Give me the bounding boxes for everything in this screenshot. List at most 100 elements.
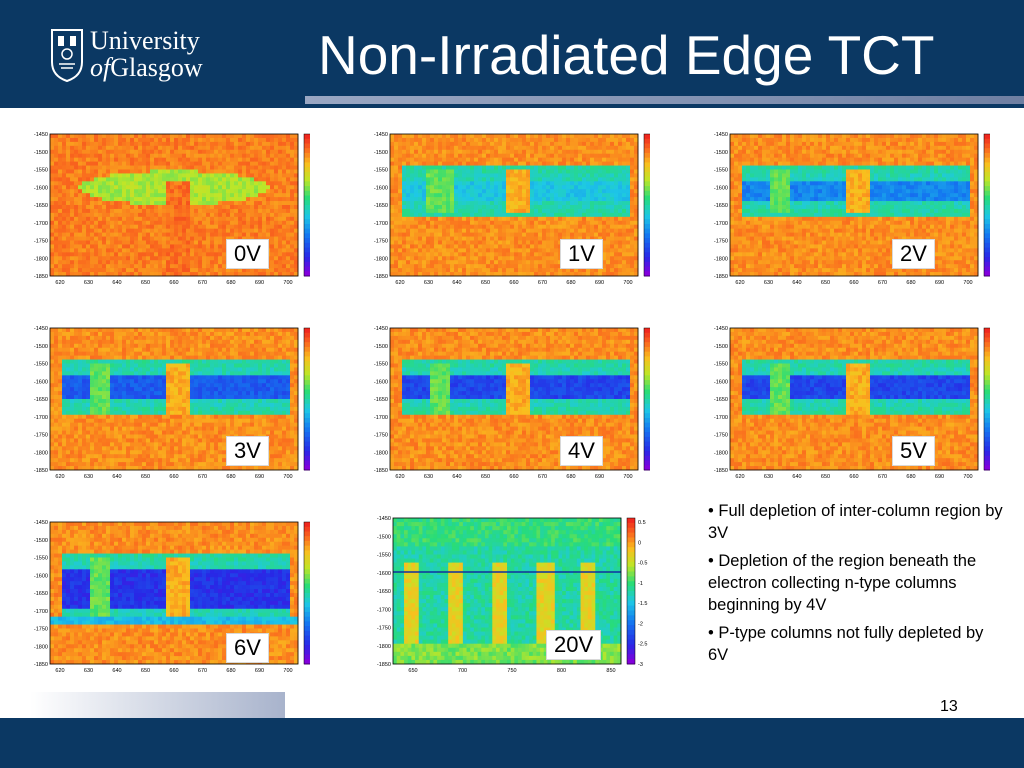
y-tick-label: -1700 bbox=[714, 221, 728, 227]
y-tick-label: -1750 bbox=[34, 433, 48, 439]
y-tick-label: -1800 bbox=[34, 256, 48, 262]
x-tick-label: 800 bbox=[557, 668, 566, 674]
y-tick-label: -1500 bbox=[34, 344, 48, 350]
y-tick-label: -1700 bbox=[34, 221, 48, 227]
bullet-item: • P-type columns not fully depleted by 6… bbox=[708, 624, 984, 664]
y-tick-label: -1500 bbox=[714, 150, 728, 156]
x-tick-label: 680 bbox=[226, 474, 235, 480]
x-tick-label: 640 bbox=[112, 280, 121, 286]
x-tick-label: 700 bbox=[283, 668, 292, 674]
colorbar-tick-label: -3 bbox=[638, 662, 643, 668]
y-tick-label: -1650 bbox=[374, 203, 388, 209]
y-tick-label: -1750 bbox=[714, 433, 728, 439]
heatmap-plot-1v: 0.50-0.5-1-1.5-2-2.5-3-1450-1500-1550-16… bbox=[370, 128, 650, 288]
logo-text-university: University bbox=[90, 26, 200, 55]
x-tick-label: 620 bbox=[735, 280, 744, 286]
header-accent-bar bbox=[305, 96, 1024, 104]
voltage-label-3v: 3V bbox=[226, 436, 269, 466]
y-tick-label: -1650 bbox=[374, 397, 388, 403]
x-tick-label: 700 bbox=[283, 474, 292, 480]
heatmap-plot-4v: 0.50-0.5-1-1.5-2-2.5-3-1450-1500-1550-16… bbox=[370, 322, 650, 482]
x-tick-label: 700 bbox=[963, 280, 972, 286]
x-tick-label: 670 bbox=[538, 280, 547, 286]
y-tick-label: -1850 bbox=[374, 468, 388, 474]
y-tick-label: -1500 bbox=[34, 538, 48, 544]
slide-header bbox=[0, 0, 1024, 108]
x-tick-label: 650 bbox=[481, 280, 490, 286]
y-tick-label: -1450 bbox=[374, 326, 388, 332]
y-tick-label: -1700 bbox=[714, 415, 728, 421]
x-tick-label: 680 bbox=[906, 474, 915, 480]
x-tick-label: 650 bbox=[141, 280, 150, 286]
x-tick-label: 650 bbox=[481, 474, 490, 480]
y-tick-label: -1750 bbox=[34, 239, 48, 245]
x-tick-label: 670 bbox=[538, 474, 547, 480]
y-tick-label: -1800 bbox=[377, 644, 391, 650]
voltage-label-0v: 0V bbox=[226, 239, 269, 269]
y-tick-label: -1700 bbox=[34, 609, 48, 615]
y-tick-label: -1750 bbox=[374, 239, 388, 245]
y-tick-label: -1750 bbox=[714, 239, 728, 245]
x-tick-label: 680 bbox=[906, 280, 915, 286]
y-tick-label: -1450 bbox=[34, 520, 48, 526]
y-tick-label: -1700 bbox=[374, 221, 388, 227]
x-tick-label: 680 bbox=[226, 280, 235, 286]
y-tick-label: -1600 bbox=[34, 573, 48, 579]
y-tick-label: -1800 bbox=[714, 450, 728, 456]
heatmap-plot-5v: 0.50-0.5-1-1.5-2-2.5-3-1450-1500-1550-16… bbox=[710, 322, 990, 482]
x-tick-label: 670 bbox=[878, 280, 887, 286]
x-tick-label: 690 bbox=[255, 668, 264, 674]
heatmap-plot-2v: 0.50-0.5-1-1.5-2-2.5-3-1450-1500-1550-16… bbox=[710, 128, 990, 288]
x-tick-label: 680 bbox=[566, 280, 575, 286]
y-tick-label: -1600 bbox=[34, 379, 48, 385]
y-tick-label: -1500 bbox=[377, 534, 391, 540]
x-tick-label: 700 bbox=[623, 280, 632, 286]
bullet-item: • Full depletion of inter-column region … bbox=[708, 502, 1003, 542]
slide-title: Non-Irradiated Edge TCT bbox=[318, 24, 935, 86]
voltage-label-2v: 2V bbox=[892, 239, 935, 269]
y-tick-label: -1650 bbox=[34, 397, 48, 403]
x-tick-label: 630 bbox=[84, 474, 93, 480]
x-tick-label: 670 bbox=[198, 668, 207, 674]
colorbar-tick-label: -0.5 bbox=[638, 561, 647, 567]
y-tick-label: -1750 bbox=[34, 627, 48, 633]
y-tick-label: -1650 bbox=[377, 589, 391, 595]
y-tick-label: -1500 bbox=[34, 150, 48, 156]
x-tick-label: 640 bbox=[792, 280, 801, 286]
x-tick-label: 640 bbox=[452, 474, 461, 480]
x-tick-label: 650 bbox=[141, 474, 150, 480]
y-tick-label: -1550 bbox=[374, 362, 388, 368]
y-tick-label: -1550 bbox=[34, 556, 48, 562]
y-tick-label: -1500 bbox=[374, 344, 388, 350]
voltage-label-4v: 4V bbox=[560, 436, 603, 466]
x-tick-label: 850 bbox=[606, 668, 615, 674]
y-tick-label: -1700 bbox=[377, 607, 391, 613]
x-tick-label: 690 bbox=[935, 474, 944, 480]
voltage-label-20v: 20V bbox=[546, 630, 602, 660]
colorbar-tick-label: -1.5 bbox=[638, 601, 647, 607]
x-tick-label: 680 bbox=[566, 474, 575, 480]
x-tick-label: 650 bbox=[821, 280, 830, 286]
y-tick-label: -1600 bbox=[34, 185, 48, 191]
page-number: 13 bbox=[940, 698, 958, 715]
y-tick-label: -1700 bbox=[374, 415, 388, 421]
y-tick-label: -1850 bbox=[374, 274, 388, 280]
y-tick-label: -1450 bbox=[377, 516, 391, 522]
x-tick-label: 640 bbox=[112, 474, 121, 480]
y-tick-label: -1650 bbox=[34, 203, 48, 209]
y-tick-label: -1800 bbox=[34, 450, 48, 456]
y-tick-label: -1600 bbox=[714, 185, 728, 191]
colorbar-tick-label: -1 bbox=[638, 581, 643, 587]
x-tick-label: 660 bbox=[169, 668, 178, 674]
y-tick-label: -1750 bbox=[374, 433, 388, 439]
x-tick-label: 620 bbox=[735, 474, 744, 480]
y-tick-label: -1850 bbox=[714, 274, 728, 280]
x-tick-label: 660 bbox=[169, 474, 178, 480]
x-tick-label: 650 bbox=[821, 474, 830, 480]
colorbar-tick-label: 0.5 bbox=[638, 520, 646, 526]
y-tick-label: -1800 bbox=[714, 256, 728, 262]
x-tick-label: 700 bbox=[283, 280, 292, 286]
y-tick-label: -1650 bbox=[714, 203, 728, 209]
y-tick-label: -1450 bbox=[714, 132, 728, 138]
y-tick-label: -1700 bbox=[34, 415, 48, 421]
